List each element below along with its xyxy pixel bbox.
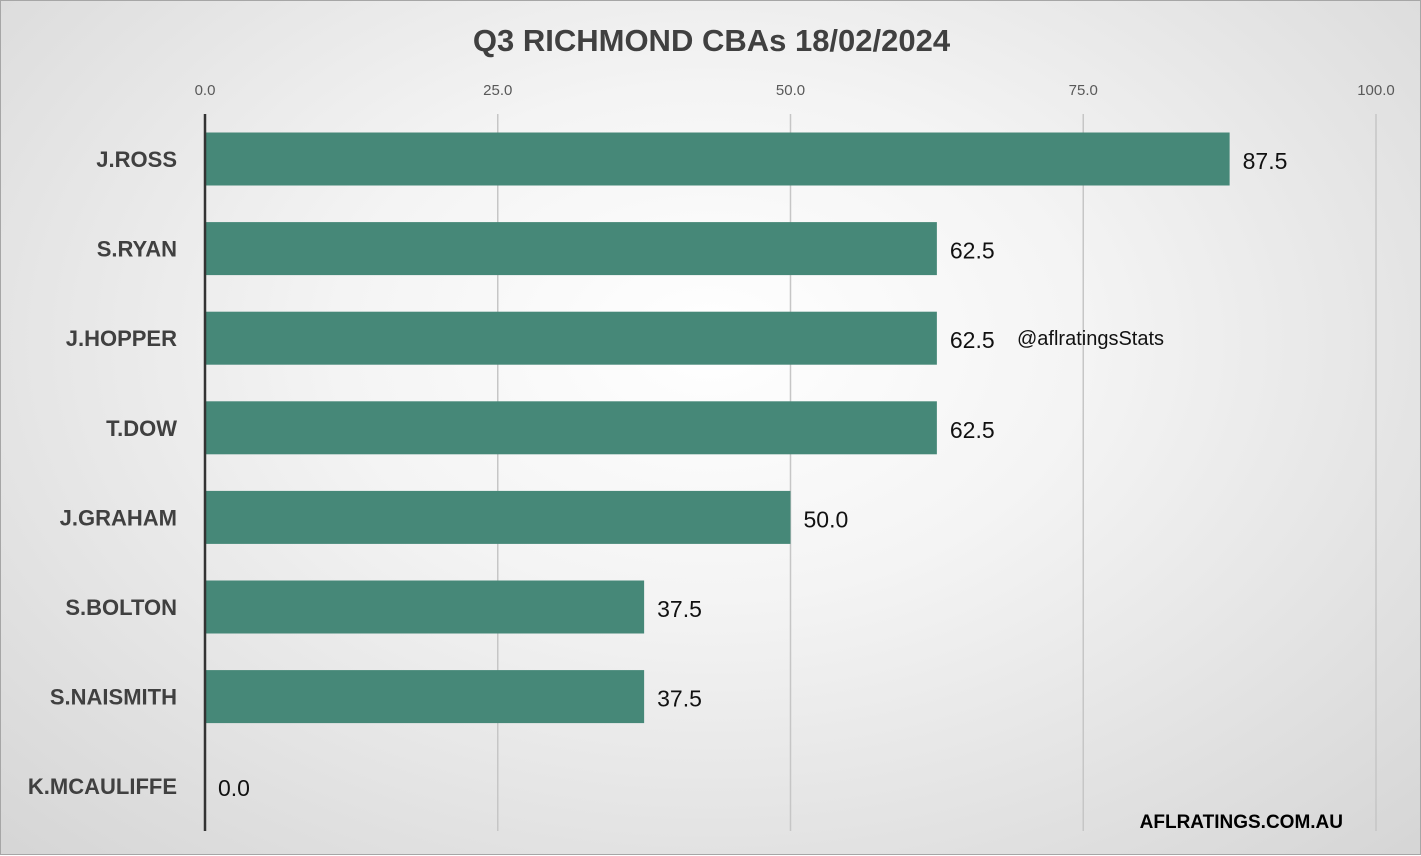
category-label: T.DOW bbox=[106, 416, 177, 441]
category-label: S.NAISMITH bbox=[50, 685, 177, 710]
bar bbox=[205, 132, 1230, 186]
data-label: 62.5 bbox=[950, 327, 995, 353]
category-label: S.RYAN bbox=[97, 237, 177, 262]
data-label: 0.0 bbox=[218, 775, 250, 801]
category-labels: J.ROSS S.RYAN J.HOPPER T.DOW J.GRAHAM S.BOLTO… bbox=[28, 147, 177, 799]
category-label: J.ROSS bbox=[96, 147, 177, 172]
bar bbox=[205, 222, 937, 276]
category-label: K.MCAULIFFE bbox=[28, 774, 177, 799]
data-label: 87.5 bbox=[1243, 148, 1288, 174]
data-label: 62.5 bbox=[950, 417, 995, 443]
x-tick-label: 75.0 bbox=[1069, 82, 1098, 99]
data-label: 37.5 bbox=[657, 686, 702, 712]
bar bbox=[205, 580, 645, 634]
bars bbox=[205, 132, 1230, 724]
category-label: J.HOPPER bbox=[66, 326, 177, 351]
category-label: S.BOLTON bbox=[65, 595, 177, 620]
category-label: J.GRAHAM bbox=[60, 505, 177, 530]
x-tick-label: 100.0 bbox=[1357, 82, 1395, 99]
bar bbox=[205, 670, 645, 724]
watermark-text: @aflratingsStats bbox=[1017, 328, 1165, 350]
bar bbox=[205, 490, 791, 544]
bar bbox=[205, 311, 937, 365]
data-label: 50.0 bbox=[804, 506, 849, 532]
gridlines bbox=[497, 114, 1377, 831]
x-tick-label: 50.0 bbox=[776, 82, 805, 99]
footer-brand-text: AFLRATINGS.COM.AU bbox=[1139, 812, 1343, 833]
chart-title: Q3 RICHMOND CBAs 18/02/2024 bbox=[472, 23, 951, 58]
value-labels: 87.5 62.5 62.5 62.5 50.0 37.5 37.5 0.0 bbox=[218, 148, 1287, 801]
x-axis-tick-labels: 0.0 25.0 50.0 75.0 100.0 bbox=[195, 82, 1395, 99]
x-tick-label: 25.0 bbox=[483, 82, 512, 99]
data-label: 62.5 bbox=[950, 238, 995, 264]
data-label: 37.5 bbox=[657, 596, 702, 622]
x-tick-label: 0.0 bbox=[195, 82, 216, 99]
bar bbox=[205, 401, 937, 455]
